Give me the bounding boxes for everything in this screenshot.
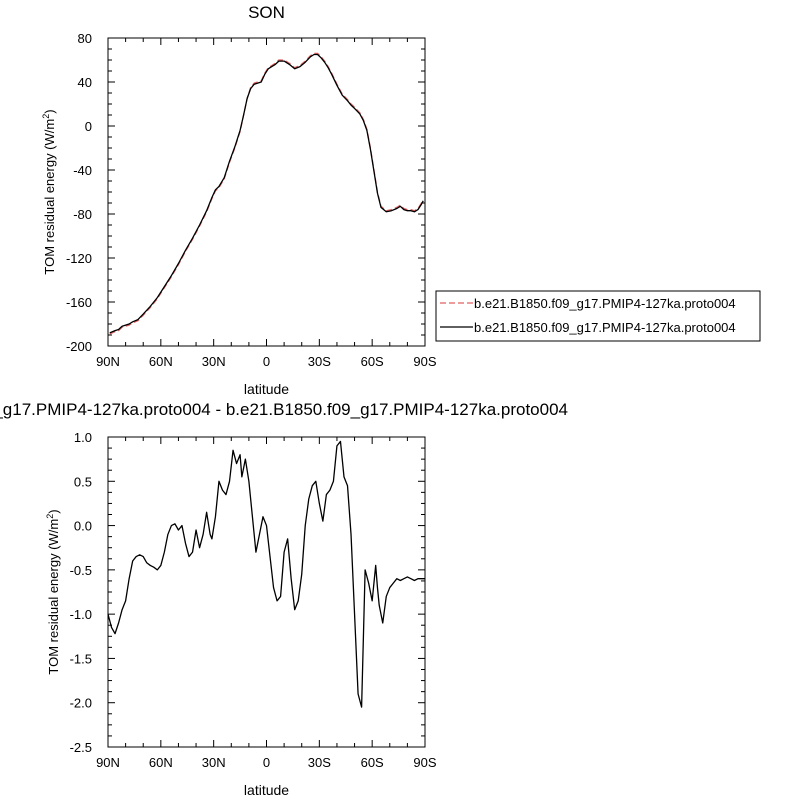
y-tick-label: 1.0 xyxy=(74,430,92,445)
y-axis-label: TOM residual energy (W/m2) xyxy=(45,509,61,674)
y-tick-label: 80 xyxy=(78,31,92,46)
y-tick-label: 0.0 xyxy=(74,519,92,534)
x-tick-label: 90S xyxy=(413,755,436,770)
x-tick-label: 0 xyxy=(263,755,270,770)
x-tick-label: 90S xyxy=(413,354,436,369)
x-tick-label: 0 xyxy=(263,354,270,369)
x-tick-label: 30N xyxy=(202,755,226,770)
legend-entry-0: b.e21.B1850.f09_g17.PMIP4-127ka.proto004 xyxy=(474,296,736,311)
x-axis-label: latitude xyxy=(244,381,289,397)
y-axis-label-main: TOM residual energy (W/m xyxy=(46,519,61,675)
legend-entry-1: b.e21.B1850.f09_g17.PMIP4-127ka.proto004 xyxy=(474,320,736,335)
y-tick-label: -120 xyxy=(66,251,92,266)
x-tick-label: 60N xyxy=(149,354,173,369)
y-axis-label-main: TOM residual energy (W/m xyxy=(42,119,57,275)
y-tick-label: -1.0 xyxy=(70,607,92,622)
chart-title: .f09_g17.PMIP4-127ka.proto004 - b.e21.B1… xyxy=(0,400,568,419)
bottom-panel: .f09_g17.PMIP4-127ka.proto004 - b.e21.B1… xyxy=(0,400,568,798)
top-panel: SON 90N 60N 30N 0 30S 60S 90S -200 -160 -120 -80 -40… xyxy=(41,3,437,397)
y-axis-label: TOM residual energy (W/m2) xyxy=(41,109,57,274)
y-tick-label: -0.5 xyxy=(70,563,92,578)
x-tick-label: 30N xyxy=(202,354,226,369)
y-tick-label: -1.5 xyxy=(70,651,92,666)
y-tick-label: -2.0 xyxy=(70,696,92,711)
y-tick-label: -160 xyxy=(66,295,92,310)
y-tick-label: 0 xyxy=(85,119,92,134)
y-tick-label: 40 xyxy=(78,75,92,90)
x-tick-label: 90N xyxy=(96,354,120,369)
series-line-0 xyxy=(109,52,424,335)
x-axis-label: latitude xyxy=(244,782,289,798)
chart-title: SON xyxy=(248,3,285,22)
y-tick-label: 0.5 xyxy=(74,474,92,489)
x-tick-label: 30S xyxy=(308,354,331,369)
x-tick-label: 60N xyxy=(149,755,173,770)
x-tick-label: 30S xyxy=(308,755,331,770)
y-axis-label-close: ) xyxy=(42,109,57,113)
legend-box xyxy=(435,290,761,342)
y-tick-label: -40 xyxy=(73,163,92,178)
x-tick-label: 60S xyxy=(361,354,384,369)
x-tick-label: 90N xyxy=(96,755,120,770)
y-tick-label: -200 xyxy=(66,339,92,354)
y-axis-label-superscript: 2 xyxy=(41,114,51,119)
series-line-0 xyxy=(107,440,425,708)
y-tick-label: -2.5 xyxy=(70,740,92,755)
legend: b.e21.B1850.f09_g17.PMIP4-127ka.proto004… xyxy=(435,290,761,342)
y-tick-label: -80 xyxy=(73,207,92,222)
series-line-1 xyxy=(109,53,424,334)
x-tick-label: 60S xyxy=(361,755,384,770)
y-axis-label-superscript: 2 xyxy=(45,514,55,519)
y-axis-label-close: ) xyxy=(46,509,61,513)
